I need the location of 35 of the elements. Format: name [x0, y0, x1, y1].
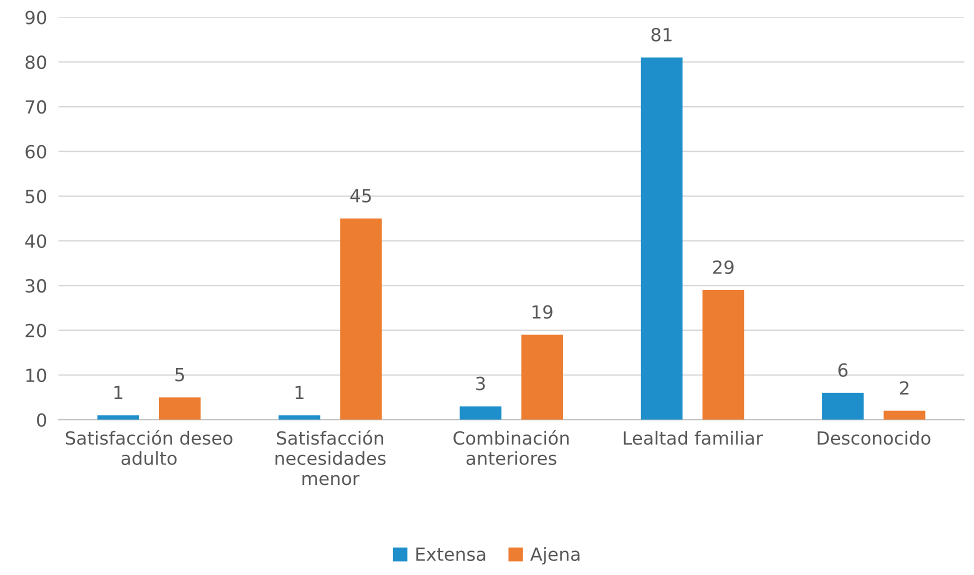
- y-tick-label: 10: [26, 368, 46, 382]
- data-label: 29: [713, 260, 734, 274]
- data-label: 1: [114, 386, 122, 400]
- y-tick-label: 60: [26, 144, 46, 159]
- data-label: 2: [900, 381, 908, 395]
- bar: [640, 58, 683, 420]
- y-tick-label: 20: [26, 324, 46, 338]
- y-tick-label: 30: [26, 279, 46, 293]
- data-label: 6: [838, 363, 848, 377]
- x-tick-label: Satisfacción necesidades menor: [276, 430, 386, 486]
- x-tick-label: Desconocido: [818, 430, 930, 445]
- data-label: 5: [175, 368, 184, 382]
- bar: [158, 397, 201, 420]
- y-tick-label: 40: [25, 234, 46, 248]
- y-tick-label: 90: [25, 10, 46, 24]
- bar: [884, 410, 926, 420]
- data-label: 1: [296, 386, 304, 400]
- y-tick-label: 50: [26, 190, 46, 204]
- bar: [702, 290, 744, 420]
- y-tick-label: 0: [37, 413, 46, 427]
- x-tick-label: Satisfacción deseo adulto: [66, 430, 232, 466]
- x-tick-label: Lealtad familiar: [624, 430, 763, 445]
- y-tick-label: 80: [26, 55, 46, 70]
- legend-label: Extensa: [416, 548, 486, 561]
- bar: [521, 334, 563, 420]
- bar: [340, 218, 382, 420]
- data-label: 81: [651, 28, 672, 42]
- legend-label: Ajena: [530, 547, 580, 564]
- data-label: 19: [532, 305, 552, 319]
- data-label: 3: [476, 376, 485, 390]
- data-label: 45: [350, 189, 371, 202]
- x-tick-label: Combinación anteriores: [454, 430, 569, 466]
- bar: [460, 406, 502, 420]
- bar: [822, 392, 864, 420]
- y-tick-label: 70: [26, 100, 46, 114]
